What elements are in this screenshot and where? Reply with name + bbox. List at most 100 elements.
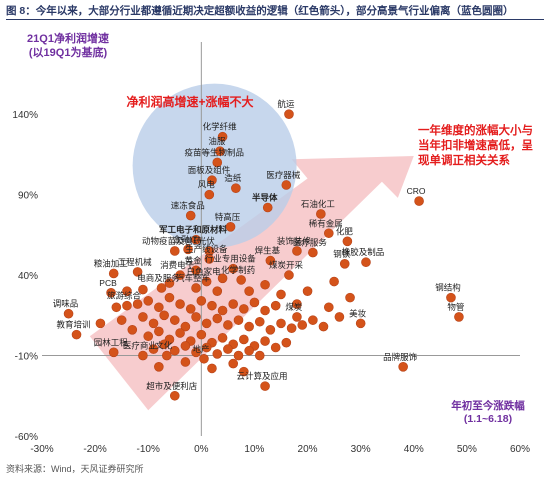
data-point — [260, 336, 270, 346]
data-point — [284, 109, 294, 119]
data-point — [159, 310, 169, 321]
point-label: 航运 — [277, 99, 295, 109]
data-point — [154, 362, 164, 372]
data-point — [180, 321, 191, 332]
x-tick-label: 30% — [351, 444, 371, 455]
x-tick-label: 10% — [244, 444, 264, 455]
data-point — [95, 318, 106, 329]
point-label: 煤炭开采 — [269, 260, 304, 270]
circle-annotation: 净利润高增速+涨幅不大 — [126, 94, 253, 109]
data-point — [334, 312, 345, 322]
data-point — [308, 247, 318, 258]
data-point — [201, 318, 212, 329]
data-point — [204, 189, 215, 200]
y-tick-label: 90% — [18, 191, 38, 202]
point-label: 造纸 — [224, 173, 242, 183]
data-point — [127, 324, 138, 335]
data-point — [316, 209, 326, 219]
data-point — [162, 350, 172, 361]
point-label: 煤炭 — [285, 302, 303, 312]
point-label: 面板及组件 — [188, 165, 231, 175]
data-point — [111, 302, 122, 313]
data-point — [414, 196, 424, 206]
point-label: CRO — [407, 186, 426, 196]
point-label: PCB — [99, 278, 117, 288]
point-label: 调味品 — [53, 299, 79, 309]
data-point — [329, 276, 339, 287]
data-point — [122, 300, 132, 311]
data-point — [281, 180, 292, 190]
y-tick-label: 40% — [18, 271, 38, 282]
data-point — [164, 278, 175, 288]
data-point — [217, 333, 228, 343]
data-point — [260, 381, 270, 391]
point-label: 文化 — [155, 341, 173, 351]
point-label: 特高压 — [215, 212, 241, 222]
data-point — [207, 175, 217, 185]
data-point — [318, 321, 329, 332]
data-point — [169, 246, 180, 256]
x-tick-label: -10% — [137, 444, 160, 455]
point-label: 云计算及应用 — [237, 371, 288, 381]
point-label: 化学纤维 — [203, 122, 238, 132]
point-label: 白色家电 — [187, 267, 222, 277]
data-point — [196, 329, 207, 340]
data-point — [212, 313, 223, 324]
data-point — [138, 312, 148, 322]
point-label: 物管 — [447, 302, 464, 312]
data-point — [148, 318, 159, 329]
data-point — [159, 339, 169, 350]
data-point — [212, 349, 223, 359]
data-point — [185, 210, 196, 221]
data-point — [339, 259, 350, 269]
x-tick-label: 40% — [404, 444, 424, 455]
data-point — [143, 331, 154, 342]
point-label: 半导体 — [252, 193, 278, 203]
trend-arrow — [89, 156, 414, 411]
x-tick-label: 0% — [194, 444, 209, 455]
data-point — [156, 283, 167, 293]
point-label: 汽车整车 — [176, 273, 210, 283]
point-label: 油服 — [208, 136, 226, 146]
arrow-annotation: 现单调正相关关系 — [418, 153, 510, 167]
axes: -30% -20% -10% 0% 10% 20% 30% 40% 50% 60% -60% -10%… — [12, 42, 530, 455]
data-point — [239, 304, 249, 314]
y-tick-label: -60% — [15, 432, 38, 443]
point-label: 稀有金属 — [309, 218, 343, 228]
point-label: 园林工程 — [94, 337, 129, 347]
point-label: 美妆 — [349, 308, 367, 318]
data-point — [454, 312, 464, 322]
data-point — [201, 276, 212, 287]
point-label: 风电 — [198, 180, 216, 190]
data-points — [63, 109, 464, 401]
data-point — [276, 289, 286, 300]
y-axis-title: 21Q1净利润增速 — [27, 31, 109, 45]
data-point — [108, 268, 119, 279]
data-point — [236, 275, 246, 285]
data-point — [292, 299, 302, 309]
arrow-annotation: 一年维度的涨幅大小与 — [418, 123, 533, 137]
data-point — [308, 315, 318, 325]
point-label: 速冻食品 — [171, 201, 205, 211]
data-point — [183, 244, 193, 255]
data-point — [254, 350, 265, 361]
data-point — [249, 297, 260, 308]
point-label: 品牌服饰 — [383, 352, 418, 362]
data-point — [228, 263, 238, 274]
point-label: 生产线设备 — [185, 244, 228, 254]
data-point — [260, 305, 270, 316]
data-point — [355, 318, 366, 329]
data-point — [262, 202, 273, 213]
data-point — [292, 312, 302, 322]
x-axis-title: 年初至今涨跌幅 — [451, 399, 525, 412]
data-point — [233, 315, 244, 325]
data-point — [169, 345, 180, 356]
data-point — [180, 341, 191, 351]
data-point — [244, 286, 254, 296]
data-point — [191, 347, 201, 358]
data-point — [302, 286, 313, 296]
data-point — [292, 246, 302, 256]
point-label: 橡胶及制品 — [342, 247, 385, 257]
y-axis-title: (以19Q1为基底) — [29, 45, 108, 59]
data-point — [191, 283, 201, 293]
